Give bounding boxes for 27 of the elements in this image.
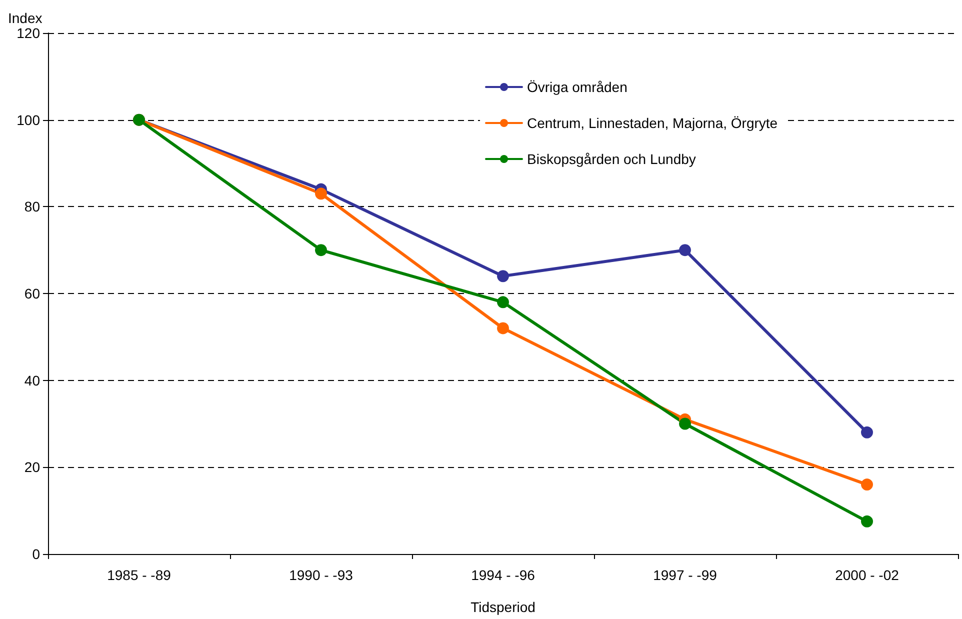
y-tick-label: 0 [32,546,40,562]
point [861,515,873,528]
x-tick-label: 1997 - -99 [653,567,718,583]
x-axis-title: Tidsperiod [470,599,536,615]
x-tick-label: 2000 - -02 [835,567,900,583]
legend-label: Övriga områden [527,79,628,95]
point [679,244,691,256]
y-tick-label: 120 [16,25,40,41]
y-tick-label: 100 [16,112,40,128]
y-axis-title: Index [8,10,42,26]
point [497,270,509,282]
x-tick-label: 1985 - -89 [107,567,172,583]
point [861,426,873,438]
point [315,188,327,200]
point [679,418,691,430]
point [861,478,873,491]
legend-label: Biskopsgården och Lundby [527,151,696,167]
point [497,322,509,334]
y-tick-label: 60 [24,286,40,302]
y-tick-label: 20 [24,459,40,476]
x-tick-label: 1990 - -93 [289,567,354,583]
point [497,296,509,308]
point [315,244,327,256]
x-tick-label: 1994 - -96 [471,567,536,583]
legend-label: Centrum, Linnestaden, Majorna, Örgryte [527,115,778,131]
y-tick-label: 40 [24,372,40,388]
y-tick-label: 80 [24,198,40,215]
